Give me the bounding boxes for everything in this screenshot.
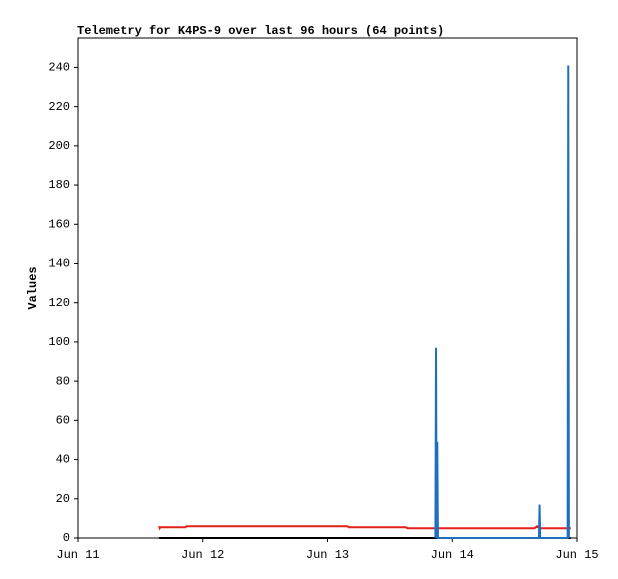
y-tick-label: 140 — [48, 257, 70, 271]
y-tick-label: 160 — [48, 217, 70, 231]
x-tick-label: Jun 15 — [555, 548, 598, 562]
series-line — [158, 524, 571, 531]
x-tick-label: Jun 12 — [181, 548, 224, 562]
y-tick-label: 220 — [48, 100, 70, 114]
y-tick-label: 200 — [48, 139, 70, 153]
y-tick-label: 40 — [56, 453, 70, 467]
chart-title: Telemetry for K4PS-9 over last 96 hours … — [77, 24, 444, 38]
y-tick-label: 180 — [48, 178, 70, 192]
y-axis-label: Values — [26, 266, 40, 309]
y-tick-label: 240 — [48, 61, 70, 75]
x-tick-label: Jun 11 — [56, 548, 99, 562]
y-tick-label: 120 — [48, 296, 70, 310]
series-line — [434, 65, 570, 539]
x-tick-label: Jun 14 — [431, 548, 474, 562]
y-tick-label: 80 — [56, 374, 70, 388]
y-tick-label: 0 — [63, 531, 70, 545]
plot-frame — [77, 37, 578, 539]
y-tick-label: 100 — [48, 335, 70, 349]
x-tick-label: Jun 13 — [306, 548, 349, 562]
y-tick-label: 60 — [56, 414, 70, 428]
y-tick-label: 20 — [56, 492, 70, 506]
